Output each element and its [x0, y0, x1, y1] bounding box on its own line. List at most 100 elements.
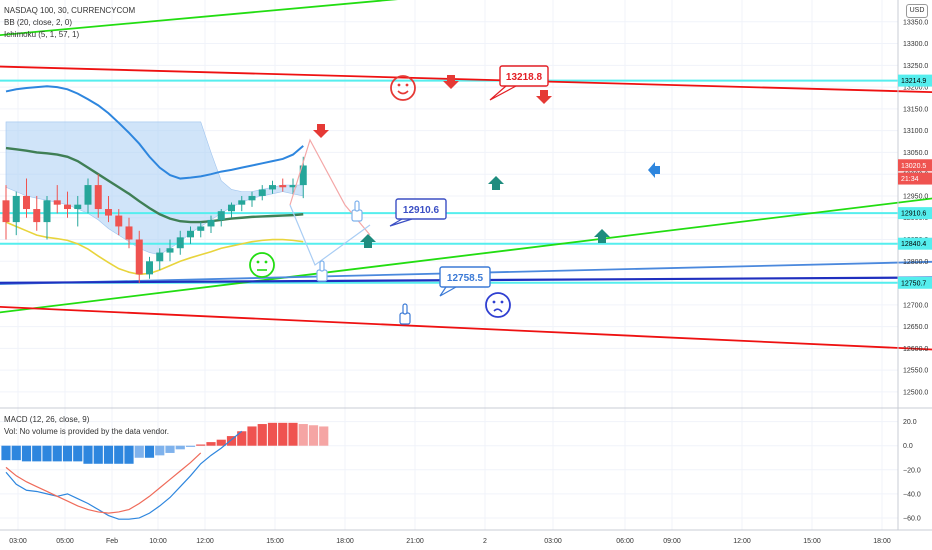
- bb-lower-line: [5, 221, 304, 276]
- macd-bar: [52, 445, 62, 462]
- smiley-neutral-icon-eye: [264, 260, 268, 264]
- macd-bar: [1, 445, 11, 461]
- price-tick-label: 12500.0: [903, 389, 928, 396]
- macd-bar: [267, 422, 278, 446]
- callout-label: 12910.6: [403, 205, 440, 216]
- candle-body: [279, 185, 287, 188]
- macd-bar: [226, 436, 237, 446]
- macd-bar: [247, 426, 257, 446]
- macd-bar: [257, 424, 267, 446]
- candle-body: [84, 185, 92, 205]
- trend-line-green-lower: [0, 197, 932, 314]
- time-tick-label: 03:00: [9, 538, 27, 545]
- candle-body: [176, 237, 184, 249]
- macd-tick-label: 20.0: [903, 419, 917, 426]
- price-tick-label: 12600.0: [903, 346, 928, 353]
- price-tag-label: 21:34: [901, 176, 919, 183]
- arrow-left-icon: [648, 162, 660, 178]
- macd-bar: [196, 444, 206, 446]
- price-tag-label: 12750.7: [901, 280, 926, 287]
- bollinger-bands: [5, 85, 304, 276]
- candle-body: [228, 204, 235, 212]
- candle-body: [166, 248, 174, 253]
- arrow-down-icon: [443, 75, 459, 89]
- candle-body: [187, 230, 194, 238]
- trend-line-red-upper: [0, 65, 932, 94]
- projection-path-blue: [289, 204, 371, 266]
- price-tick-label: 12550.0: [903, 368, 928, 375]
- macd-bar: [83, 445, 93, 464]
- trend-line-green-upper: [0, 0, 399, 37]
- arrow-down-icon: [313, 124, 329, 138]
- candle-body: [12, 195, 20, 223]
- price-tag-label: 12840.4: [901, 241, 926, 248]
- callout-pointer: [439, 286, 457, 297]
- macd-tick-label: −20.0: [903, 467, 921, 474]
- price-tick-label: 13300.0: [903, 41, 928, 48]
- candle-body: [43, 200, 51, 223]
- callout-pointer: [489, 85, 517, 101]
- price-tick-label: 13150.0: [903, 106, 928, 113]
- time-tick-label: 2: [483, 538, 487, 545]
- macd-bar: [62, 445, 73, 462]
- macd-bar: [155, 445, 165, 456]
- price-tick-label: 12950.0: [903, 193, 928, 200]
- ichimoku-cloud: [5, 121, 304, 256]
- smiley-confused-icon-mouth: [493, 308, 503, 313]
- macd-bar: [237, 431, 247, 446]
- macd-bar: [93, 445, 103, 464]
- price-tick-label: 13250.0: [903, 63, 928, 70]
- legend-symbol: NASDAQ 100, 30, CURRENCYCOM: [4, 6, 136, 15]
- time-tick-label: 05:00: [56, 538, 74, 545]
- legend-ichimoku: Ichimoku (5, 1, 57, 1): [4, 30, 80, 39]
- time-tick-label: 15:00: [266, 538, 284, 545]
- time-tick-label: 21:00: [406, 538, 424, 545]
- legend-vol: Vol: No volume is provided by the data v…: [4, 427, 169, 436]
- pointer-hand-icon: [399, 312, 411, 325]
- pointer-hand-icon-finger: [354, 200, 360, 212]
- smiley-happy-icon: [390, 75, 416, 101]
- macd-bar: [175, 445, 185, 450]
- time-tick-label: Feb: [106, 538, 118, 545]
- smiley-confused-icon-eye: [500, 300, 504, 304]
- cloud-area: [5, 121, 304, 256]
- price-tick-label: 12650.0: [903, 324, 928, 331]
- candle-body: [105, 209, 112, 216]
- macd-bar: [103, 445, 114, 464]
- smiley-happy-icon-eye: [397, 83, 401, 87]
- smiley-confused-icon-eye: [492, 300, 496, 304]
- candle-body: [258, 189, 266, 196]
- macd-bar: [32, 445, 42, 462]
- pointer-hand-icon: [351, 209, 363, 222]
- arrow-up-icon: [488, 176, 504, 190]
- price-tag-label: 13214.9: [901, 78, 926, 85]
- price-tag-label: 12910.6: [901, 211, 926, 218]
- candle-body: [2, 200, 10, 223]
- macd-bar: [134, 445, 144, 458]
- currency-badge[interactable]: USD: [906, 4, 928, 18]
- macd-bar: [185, 445, 196, 447]
- candle-body: [125, 226, 133, 240]
- macd-bar: [114, 445, 124, 464]
- candle-body: [146, 261, 153, 275]
- macd-bar: [216, 439, 226, 446]
- price-tick-label: 12800.0: [903, 259, 928, 266]
- price-tick-label: 13350.0: [903, 19, 928, 26]
- macd-bar: [288, 422, 298, 446]
- price-tag: [898, 237, 932, 250]
- candle-body: [23, 195, 30, 210]
- macd-bar: [308, 425, 319, 446]
- macd-bar: [124, 445, 134, 464]
- macd-tick-label: −60.0: [903, 515, 921, 522]
- macd-tick-label: 0.0: [903, 443, 913, 450]
- bb-mid-line: [5, 146, 304, 224]
- candle-body: [289, 185, 297, 188]
- macd-bar: [206, 442, 216, 446]
- time-tick-label: 09:00: [663, 538, 681, 545]
- callout-box: [499, 65, 549, 87]
- macd-pane: [0, 407, 932, 520]
- smiley-neutral-icon: [249, 252, 275, 278]
- candle-body: [53, 200, 61, 205]
- macd-bar: [319, 426, 329, 446]
